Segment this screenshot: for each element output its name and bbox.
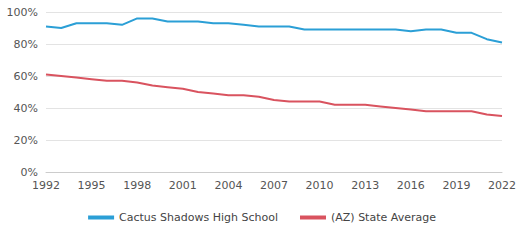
svg-text:(AZ) State Average: (AZ) State Average — [331, 211, 436, 224]
svg-text:80%: 80% — [14, 38, 38, 51]
svg-text:0%: 0% — [21, 166, 38, 179]
svg-text:60%: 60% — [14, 70, 38, 83]
svg-text:1998: 1998 — [123, 179, 151, 192]
svg-text:2007: 2007 — [260, 179, 288, 192]
svg-text:2010: 2010 — [306, 179, 334, 192]
svg-text:1995: 1995 — [78, 179, 106, 192]
svg-text:2001: 2001 — [169, 179, 197, 192]
svg-text:2022: 2022 — [488, 179, 516, 192]
svg-text:2004: 2004 — [214, 179, 242, 192]
svg-text:1992: 1992 — [32, 179, 60, 192]
svg-text:100%: 100% — [7, 6, 38, 19]
svg-text:Cactus Shadows High School: Cactus Shadows High School — [119, 211, 278, 224]
svg-text:2016: 2016 — [397, 179, 425, 192]
svg-text:20%: 20% — [14, 134, 38, 147]
svg-text:2013: 2013 — [351, 179, 379, 192]
svg-text:40%: 40% — [14, 102, 38, 115]
svg-text:2019: 2019 — [442, 179, 470, 192]
